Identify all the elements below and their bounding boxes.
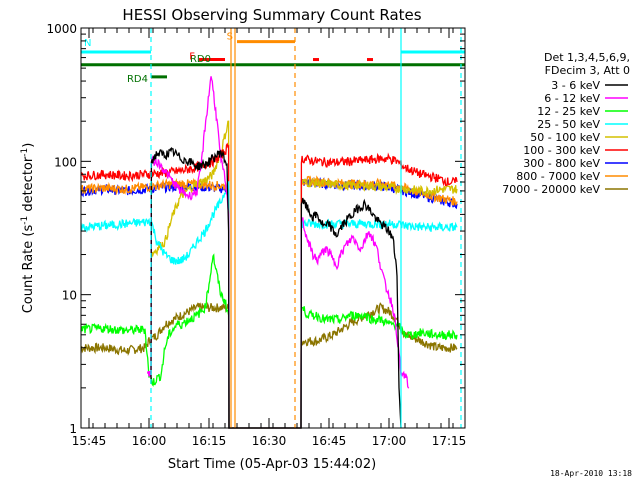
y-axis-label-close: ) [21,143,36,148]
y-axis-label: Count Rate (s-1 detector-1) [20,143,36,314]
y-axis-label-sup2: -1 [20,148,30,157]
y-tick-label-1: 10 [62,289,77,303]
legend: Det 1,3,4,5,6,9,FDecim 3, Att 0 3 - 6 keV… [502,51,630,196]
series-line-1 [147,76,410,429]
x-tick-label-1: 16:00 [132,434,167,448]
timestamp: 18-Apr-2010 13:18 [550,469,632,478]
flag-label-rd4: RD4 [127,74,148,85]
vlines-layer [150,28,462,428]
y-axis-label-sup: -1 [20,216,30,225]
legend-entry-label-8: 7000 - 20000 keV [502,183,600,196]
flag-label-s: S [227,32,233,43]
legend-entry-label-3: 25 - 50 keV [537,118,600,131]
x-axis-label: Start Time (05-Apr-03 15:44:02) [168,457,376,472]
y-tick-label-3: 1000 [46,22,77,36]
y-axis-label-rest: detector [21,156,36,216]
ticks-layer: 15:45 16:00 16:15 16:30 16:45 17:00 17:15 1 10 10… [46,22,466,448]
legend-entry-label-2: 12 - 25 keV [537,105,600,118]
x-tick-label-6: 17:15 [432,434,467,448]
y-axis-label-main: Count Rate (s [21,225,36,314]
legend-entry-label-7: 800 - 7000 keV [516,170,600,183]
legend-entry-label-5: 100 - 300 keV [523,144,600,157]
series-line-4 [150,120,458,429]
x-tick-label-5: 17:00 [372,434,407,448]
x-tick-label-0: 15:45 [72,434,107,448]
y-tick-label-0: 1 [69,422,77,436]
flag-label-n: N [84,38,91,49]
y-tick-label-2: 100 [54,155,77,169]
flag-label-rd0: RD0 [190,54,211,65]
legend-entry-label-6: 300 - 800 keV [523,157,600,170]
flag-label-f: F [189,52,195,63]
x-tick-label-4: 16:45 [312,434,347,448]
x-tick-label-2: 16:15 [192,434,227,448]
legend-entry-label-4: 50 - 100 keV [530,131,600,144]
chart-title: HESSI Observing Summary Count Rates [122,6,421,24]
x-tick-label-3: 16:30 [252,434,287,448]
legend-entry-label-1: 6 - 12 keV [544,92,600,105]
bars-layer: N RD0 RD4 F S [81,32,465,85]
legend-entry-label-0: 3 - 6 keV [551,79,600,92]
legend-header-0: Det 1,3,4,5,6,9, [544,51,630,64]
legend-header-1: FDecim 3, Att 0 [545,64,630,77]
